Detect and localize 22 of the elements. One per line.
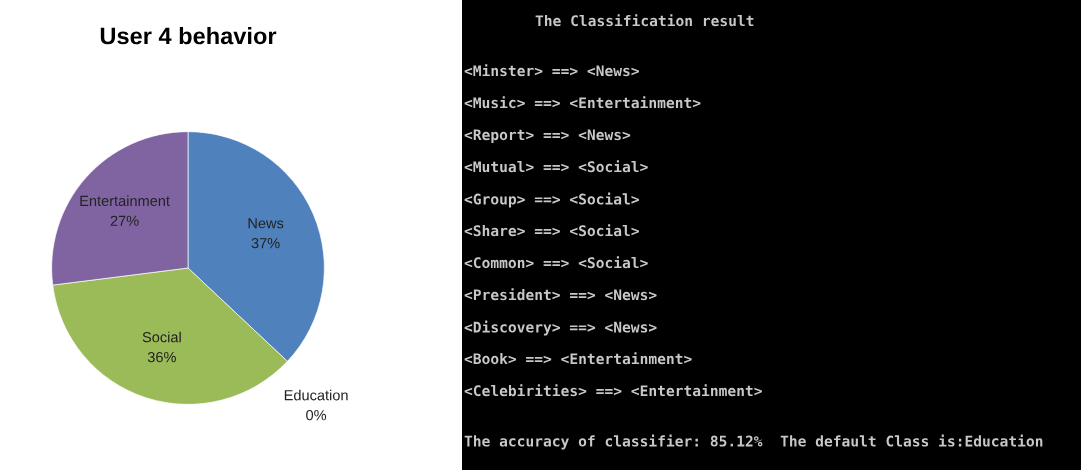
text: <President> ==> <News> <box>464 288 657 301</box>
text: The accuracy of classifier: 85.12% The default Class is:Education <box>464 434 1043 450</box>
slice-label: Social <box>142 331 181 343</box>
text: <Report> ==> <News> <box>464 129 631 144</box>
text: <Common> ==> <Social> <box>464 256 648 269</box>
text: <Mutual> ==> <Social> <box>464 160 648 173</box>
data-label: 27% <box>110 215 139 226</box>
text: <Minster> ==> <News> <box>464 64 639 77</box>
text: <Music> ==> <Entertainment> <box>464 96 701 109</box>
text: 0% <box>306 409 327 421</box>
chart-title: User 4 behavior <box>100 27 277 45</box>
data-label: 36% <box>147 351 176 363</box>
category-label: Education <box>284 389 348 401</box>
slice-label: News <box>248 218 284 229</box>
data-label: 37% <box>251 237 280 249</box>
text: <Celebirities> ==> <Entertainment> <box>464 384 762 397</box>
text: <Group> ==> <Social> <box>464 192 639 208</box>
text: <Book> ==> <Entertainment> <box>464 352 692 365</box>
text: <Share> ==> <Social> <box>464 224 639 237</box>
text: <Discovery> ==> <News> <box>464 320 657 336</box>
slice-label: Entertainment <box>80 195 170 207</box>
text: The Classification result <box>535 14 754 27</box>
